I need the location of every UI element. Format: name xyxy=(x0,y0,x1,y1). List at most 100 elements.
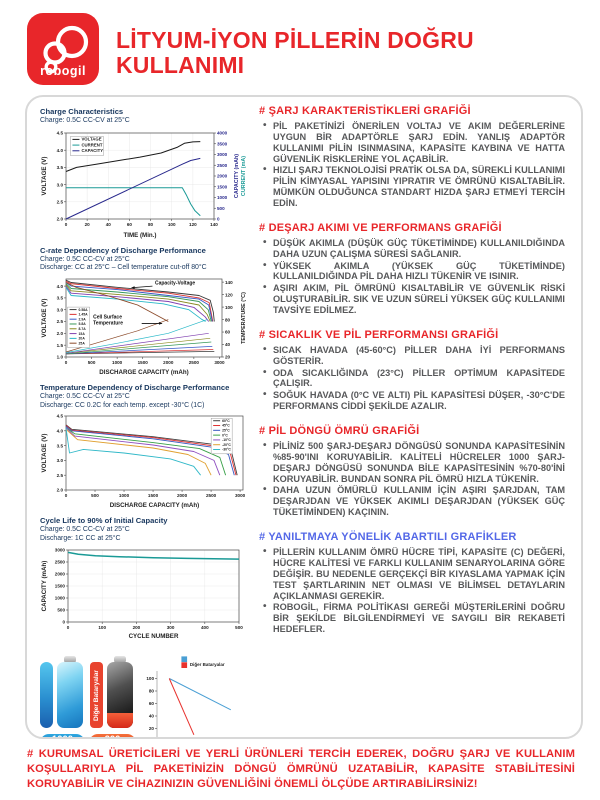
svg-text:100: 100 xyxy=(225,305,233,310)
svg-text:0°C: 0°C xyxy=(222,433,228,437)
svg-text:3.0: 3.0 xyxy=(57,307,64,312)
svg-text:CAPACITY: CAPACITY xyxy=(81,148,103,153)
svg-text:1500: 1500 xyxy=(55,584,66,589)
svg-text:40: 40 xyxy=(149,714,155,719)
svg-text:500: 500 xyxy=(57,608,65,613)
section-discharge-current: # DEŞARJ AKIMI VE PERFORMANS GRAFİĞİ DÜŞ… xyxy=(259,222,565,316)
svg-text:8.7A: 8.7A xyxy=(79,327,87,331)
chart-subtitle2: Discharge: 1C CC at 25°C xyxy=(40,534,121,542)
section-heading: # PİL DÖNGÜ ÖMRÜ GRAFİĞİ xyxy=(259,425,420,438)
svg-text:CAPACITY (mAh): CAPACITY (mAh) xyxy=(41,561,48,612)
robogil-battery-cap xyxy=(64,656,76,664)
svg-text:15A: 15A xyxy=(79,332,86,336)
svg-text:0: 0 xyxy=(67,625,70,630)
chart-subtitle: Charge: 0.5C CC-CV at 25°C xyxy=(40,526,130,534)
robogil-battery-side-bar xyxy=(40,662,53,729)
svg-text:2000: 2000 xyxy=(177,493,188,498)
crate-discharge-chart: 0 500 1000 1500 2000 2500 3000 1.0 1.5 2.0 2.5 3.0 3… xyxy=(41,278,247,376)
crate-discharge-chart-block: C-rate Dependency of Discharge Performan… xyxy=(40,246,249,376)
svg-text:0: 0 xyxy=(217,216,220,221)
robogil-logo-icon xyxy=(43,25,89,74)
bullet-item: ODA SICAKLIĞINDA (23°C) PİLLER OPTİMUM K… xyxy=(263,367,565,390)
cycle-life-chart: 0 100 200 300 400 500 0 500 1000 1500 2000 2500 3000… xyxy=(41,548,243,640)
svg-text:80: 80 xyxy=(148,222,154,227)
svg-text:-20°C: -20°C xyxy=(222,443,231,447)
svg-text:3000: 3000 xyxy=(235,493,246,498)
svg-text:VOLTAGE (V): VOLTAGE (V) xyxy=(41,298,48,337)
chart-title: Charge Characteristics xyxy=(40,107,124,116)
section-charge-characteristics: # ŞARJ KARAKTERİSTİKLERİ GRAFİĞİ PİL PAK… xyxy=(259,105,565,209)
temperature-discharge-chart-block: Temperature Dependency of Discharge Perf… xyxy=(40,383,249,509)
svg-text:4.0: 4.0 xyxy=(57,429,64,434)
bullet-item: HIZLI ŞARJ TEKNOLOJİSİ PRATİK OLSA DA, S… xyxy=(263,164,565,208)
svg-text:3.5: 3.5 xyxy=(57,443,64,448)
svg-text:2500: 2500 xyxy=(55,560,66,565)
svg-text:VOLTAGE (V): VOLTAGE (V) xyxy=(41,156,48,195)
svg-text:100: 100 xyxy=(146,677,154,682)
chart-subtitle2: Discharge: CC 0.2C for each temp. except… xyxy=(40,401,205,409)
bullet-list: PİLİNİZ 500 ŞARJ-DEŞARJ DÖNGÜSÜ SONUNDA … xyxy=(259,440,565,518)
svg-text:CYCLE NUMBER: CYCLE NUMBER xyxy=(129,633,179,640)
svg-text:0.58A: 0.58A xyxy=(79,308,89,312)
bullet-item: PİLİNİZ 500 ŞARJ-DEŞARJ DÖNGÜSÜ SONUNDA … xyxy=(263,440,565,484)
chart-subtitle2: Discharge: CC at 25°C – Cell temperature… xyxy=(40,264,207,272)
svg-text:CAPACITY (mAh): CAPACITY (mAh) xyxy=(234,153,240,197)
svg-text:3.0: 3.0 xyxy=(57,458,64,463)
other-batteries-ribbon: Diğer Bataryalar xyxy=(90,662,103,729)
main-card: Charge Characteristics Charge: 0.5C CC-C… xyxy=(25,95,583,739)
svg-text:1500: 1500 xyxy=(217,184,228,189)
svg-text:60: 60 xyxy=(127,222,133,227)
bullet-item: AŞIRI AKIM, PİL ÖMRÜNÜ KISALTABİLİR VE G… xyxy=(263,282,565,316)
svg-text:2500: 2500 xyxy=(189,360,200,365)
bullet-list: PİLLERİN KULLANIM ÖMRÜ HÜCRE TİPİ, KAPAS… xyxy=(259,546,565,635)
svg-text:3000: 3000 xyxy=(217,152,228,157)
svg-text:2.0: 2.0 xyxy=(57,216,64,221)
page-title: LİTYUM-İYON PİLLERİN DOĞRU KULLANIMI xyxy=(116,27,474,78)
svg-text:Temperature: Temperature xyxy=(93,321,123,327)
bullet-item: SICAK HAVADA (45-60°C) PİLLER DAHA İYİ P… xyxy=(263,344,565,367)
svg-text:5.8A: 5.8A xyxy=(79,322,87,326)
robogil-battery-illustration xyxy=(57,662,83,729)
svg-text:300: 300 xyxy=(167,625,175,630)
svg-text:3.5: 3.5 xyxy=(57,295,64,300)
svg-text:-30°C: -30°C xyxy=(222,448,231,452)
svg-text:80: 80 xyxy=(149,689,155,694)
bullet-item: DÜŞÜK AKIMLA (DÜŞÜK GÜÇ TÜKETİMİNDE) KUL… xyxy=(263,237,565,260)
svg-text:500: 500 xyxy=(88,360,96,365)
bullet-item: DAHA UZUN ÖMÜRLÜ KULLANIM İÇİN AŞIRI ŞAR… xyxy=(263,484,565,518)
svg-text:120: 120 xyxy=(189,222,197,227)
svg-text:1.0: 1.0 xyxy=(57,355,64,360)
logo-wordmark: robogil xyxy=(40,64,86,78)
bullet-item: YÜKSEK AKIMLA (YÜKSEK GÜÇ TÜKETİMİNDE) K… xyxy=(263,260,565,283)
svg-text:20: 20 xyxy=(85,222,91,227)
svg-text:25°C: 25°C xyxy=(222,429,230,433)
low-charge-fill xyxy=(107,712,133,729)
bullet-item: PİL PAKETİNİZİ ÖNERİLEN VOLTAJ VE AKIM D… xyxy=(263,120,565,164)
svg-text:4.0: 4.0 xyxy=(57,148,64,153)
svg-text:3500: 3500 xyxy=(217,141,228,146)
battery-comparison-graphic: 1000 dolum Diğer Bataryalar 200 dolum 24… xyxy=(40,654,245,737)
temperature-discharge-chart: 0 500 1000 1500 2000 2500 3000 2.0 2.5 3.0 3.5 4.0 4… xyxy=(41,414,246,509)
svg-text:20: 20 xyxy=(225,355,231,360)
svg-text:200: 200 xyxy=(133,625,141,630)
svg-text:500: 500 xyxy=(217,206,225,211)
footer-text: # KURUMSAL ÜRETİCİLERİ VE YERLİ ÜRÜNLERİ… xyxy=(27,748,575,790)
section-temperature-performance: # SICAKLIK VE PİL PERFORMANSI GRAFİĞİ SI… xyxy=(259,329,565,412)
svg-text:2.5: 2.5 xyxy=(57,319,64,324)
svg-text:1.45A: 1.45A xyxy=(79,312,89,316)
cycle-count-value: 200 xyxy=(105,735,121,737)
svg-text:1500: 1500 xyxy=(148,493,159,498)
text-column: # ŞARJ KARAKTERİSTİKLERİ GRAFİĞİ PİL PAK… xyxy=(249,97,581,737)
svg-text:140: 140 xyxy=(210,222,218,227)
svg-text:20: 20 xyxy=(149,727,155,732)
svg-text:1000: 1000 xyxy=(217,195,228,200)
charge-characteristics-chart: 0 20 40 60 80 100 120 140 2.0 2.5 3.0 3.5 4.0 4.5 0 500… xyxy=(41,130,247,238)
charge-characteristics-chart-block: Charge Characteristics Charge: 0.5C CC-C… xyxy=(40,107,249,239)
svg-text:2.0: 2.0 xyxy=(57,331,64,336)
section-heading: # YANILTMAYA YÖNELİK ABARTILI GRAFİKLER xyxy=(259,531,517,544)
svg-text:60°C: 60°C xyxy=(222,419,230,423)
other-battery-label: 200 dolum xyxy=(89,734,136,737)
svg-text:3000: 3000 xyxy=(55,548,66,553)
svg-text:40: 40 xyxy=(225,342,231,347)
